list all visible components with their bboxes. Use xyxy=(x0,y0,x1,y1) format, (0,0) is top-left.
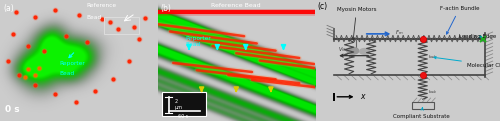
Text: F-actin Bundle: F-actin Bundle xyxy=(440,6,480,34)
Text: Molecular Clutches: Molecular Clutches xyxy=(434,57,500,68)
Bar xyxy=(162,92,206,116)
Text: Bead: Bead xyxy=(60,71,75,76)
Bar xyxy=(412,102,434,109)
Bar xyxy=(104,17,138,34)
Ellipse shape xyxy=(347,47,359,54)
Text: 2
μm: 2 μm xyxy=(175,99,183,110)
Ellipse shape xyxy=(360,49,370,54)
Text: Compliant Substrate: Compliant Substrate xyxy=(394,108,450,119)
Text: Myosin Motors: Myosin Motors xyxy=(336,7,376,40)
Text: $k_{off}$: $k_{off}$ xyxy=(348,53,356,61)
Text: Reference Bead: Reference Bead xyxy=(212,3,261,8)
Text: Leading Edge: Leading Edge xyxy=(459,34,496,39)
Text: $\mathit{x}$: $\mathit{x}$ xyxy=(360,92,367,101)
Text: (a): (a) xyxy=(3,4,14,13)
Text: 0 s: 0 s xyxy=(4,105,20,114)
Text: Reporter: Reporter xyxy=(60,60,86,65)
Text: Bead: Bead xyxy=(86,15,102,19)
Text: $V_{filament}$: $V_{filament}$ xyxy=(338,45,357,54)
Text: Reference: Reference xyxy=(86,3,117,8)
Text: $k_{sub}$: $k_{sub}$ xyxy=(428,53,438,61)
Text: Reporter
Bead: Reporter Bead xyxy=(186,36,212,47)
Text: (b): (b) xyxy=(160,4,172,13)
Text: 60 s: 60 s xyxy=(178,114,188,119)
Text: $F_m$: $F_m$ xyxy=(395,28,404,37)
Text: (c): (c) xyxy=(318,2,328,11)
Text: $k_{sub}$: $k_{sub}$ xyxy=(428,88,438,96)
